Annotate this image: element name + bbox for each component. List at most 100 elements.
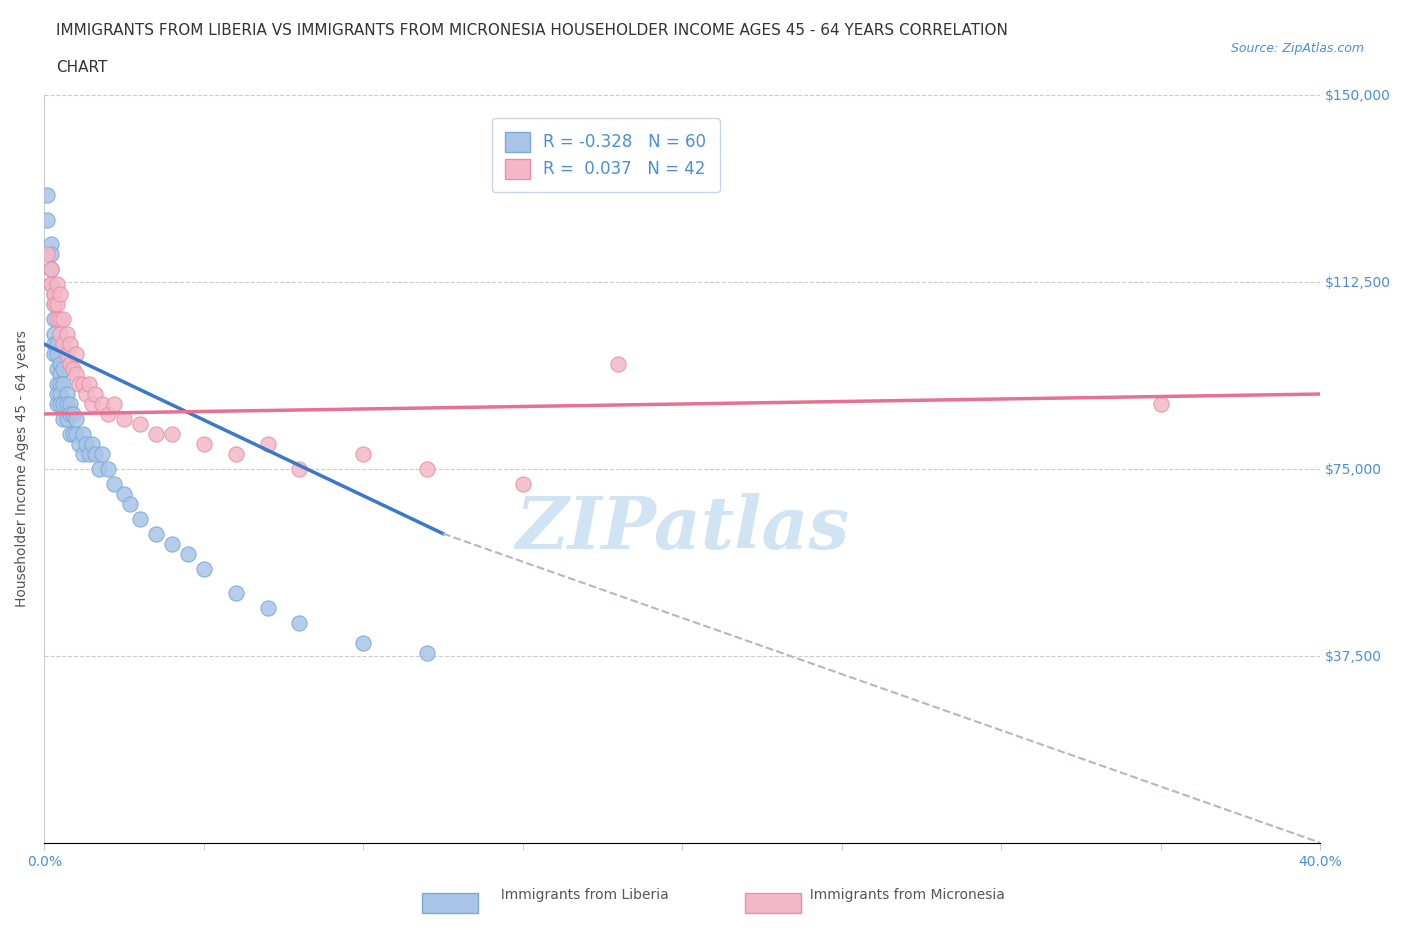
Point: [39, 277, 62, 292]
Point: [512, 476, 534, 491]
Point: [65, 427, 87, 442]
Point: [288, 461, 311, 476]
Point: [59, 396, 82, 411]
Point: [55, 387, 77, 402]
Point: [65, 347, 87, 362]
Point: [145, 427, 167, 442]
Point: [59, 427, 82, 442]
Point: [82, 436, 104, 451]
Point: [72, 427, 94, 442]
Point: [82, 396, 104, 411]
Point: [84, 387, 107, 402]
Point: [75, 436, 97, 451]
Text: IMMIGRANTS FROM LIBERIA VS IMMIGRANTS FROM MICRONESIA HOUSEHOLDER INCOME AGES 45: IMMIGRANTS FROM LIBERIA VS IMMIGRANTS FR…: [56, 23, 1008, 38]
Point: [90, 396, 112, 411]
Point: [1150, 396, 1173, 411]
Point: [46, 396, 69, 411]
Point: [39, 277, 62, 292]
Point: [42, 286, 65, 301]
Point: [55, 326, 77, 341]
Point: [97, 461, 120, 476]
Point: [59, 406, 82, 421]
Point: [49, 366, 72, 381]
Point: [84, 446, 107, 461]
Point: [39, 237, 62, 252]
Point: [52, 362, 75, 377]
Point: [42, 297, 65, 312]
Point: [46, 347, 69, 362]
Point: [87, 461, 110, 476]
Point: [59, 337, 82, 352]
Point: [62, 427, 84, 442]
Point: [160, 427, 183, 442]
Point: [37, 212, 59, 227]
Point: [46, 362, 69, 377]
Point: [52, 396, 75, 411]
Point: [177, 546, 200, 561]
Point: [72, 446, 94, 461]
Text: Source: ZipAtlas.com: Source: ZipAtlas.com: [1230, 42, 1364, 55]
Legend: R = -0.328   N = 60, R =  0.037   N = 42: R = -0.328 N = 60, R = 0.037 N = 42: [492, 118, 720, 193]
Point: [46, 377, 69, 392]
Text: CHART: CHART: [56, 60, 108, 75]
Point: [52, 312, 75, 326]
Point: [103, 476, 125, 491]
Point: [97, 406, 120, 421]
Point: [288, 616, 311, 631]
Text: Immigrants from Liberia: Immigrants from Liberia: [492, 888, 669, 902]
Point: [112, 486, 135, 501]
Point: [46, 337, 69, 352]
Point: [129, 512, 152, 526]
Point: [103, 396, 125, 411]
Point: [42, 286, 65, 301]
Text: ZIPatlas: ZIPatlas: [515, 493, 849, 565]
Point: [46, 297, 69, 312]
Point: [193, 436, 215, 451]
Point: [55, 411, 77, 426]
Point: [42, 312, 65, 326]
Point: [120, 497, 142, 512]
Point: [49, 286, 72, 301]
Point: [55, 347, 77, 362]
Point: [52, 411, 75, 426]
Point: [62, 362, 84, 377]
Point: [145, 526, 167, 541]
Point: [65, 411, 87, 426]
Point: [62, 406, 84, 421]
Point: [49, 396, 72, 411]
Point: [77, 377, 100, 392]
Point: [256, 436, 278, 451]
Point: [39, 262, 62, 277]
Point: [225, 586, 247, 601]
Point: [75, 387, 97, 402]
Point: [42, 326, 65, 341]
Point: [49, 357, 72, 372]
Point: [256, 601, 278, 616]
Point: [39, 262, 62, 277]
Point: [55, 396, 77, 411]
Point: [49, 312, 72, 326]
Point: [112, 411, 135, 426]
Point: [39, 247, 62, 262]
Point: [129, 417, 152, 432]
Point: [42, 337, 65, 352]
Point: [65, 366, 87, 381]
Point: [49, 387, 72, 402]
Point: [49, 326, 72, 341]
Text: Immigrants from Micronesia: Immigrants from Micronesia: [801, 888, 1005, 902]
Point: [67, 377, 90, 392]
Point: [46, 277, 69, 292]
Point: [416, 645, 439, 660]
Point: [46, 312, 69, 326]
Point: [352, 446, 374, 461]
Point: [225, 446, 247, 461]
Point: [42, 297, 65, 312]
Point: [72, 377, 94, 392]
Y-axis label: Householder Income Ages 45 - 64 years: Householder Income Ages 45 - 64 years: [15, 330, 30, 607]
Point: [607, 357, 630, 372]
Point: [67, 436, 90, 451]
Point: [416, 461, 439, 476]
Point: [160, 536, 183, 551]
Point: [37, 187, 59, 202]
Point: [59, 357, 82, 372]
